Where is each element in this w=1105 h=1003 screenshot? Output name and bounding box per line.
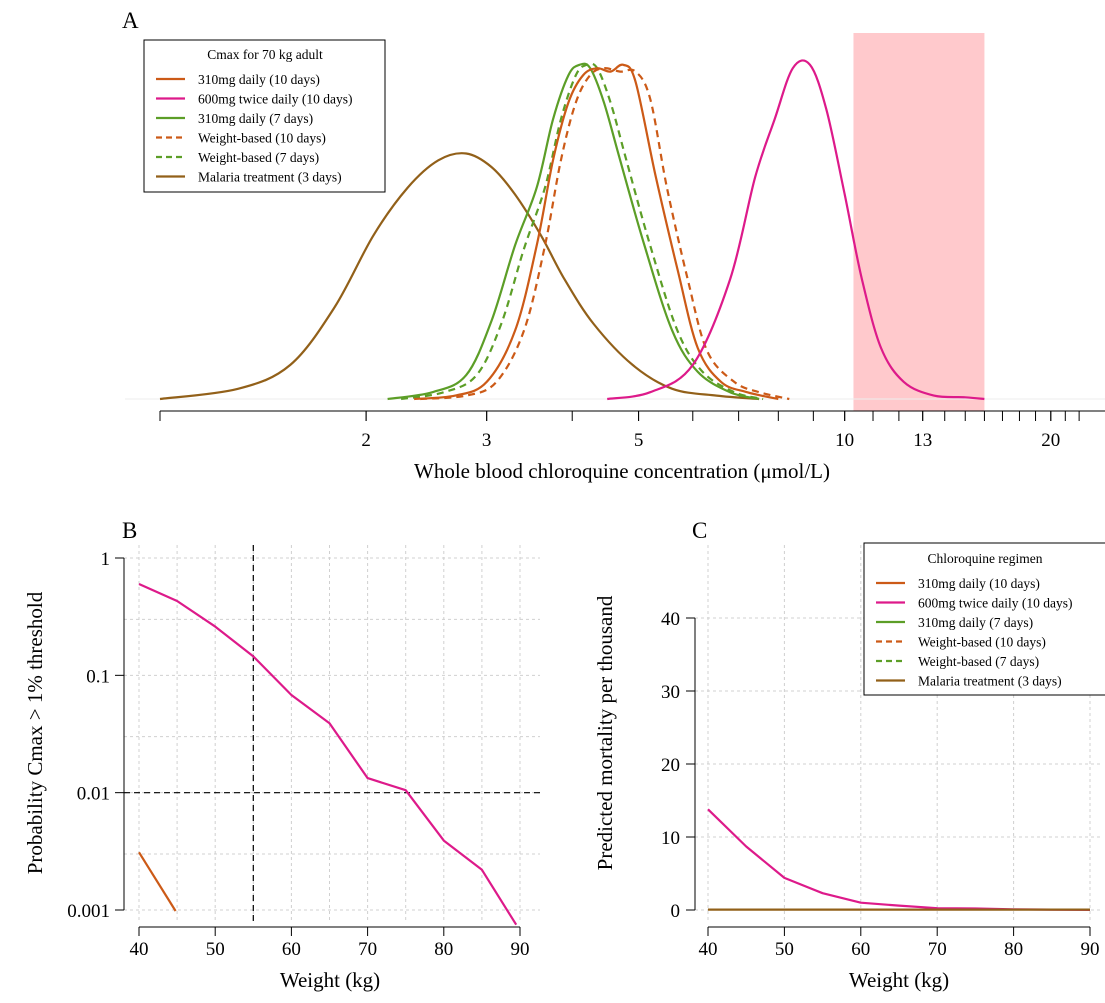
a-legend-title: Cmax for 70 kg adult xyxy=(207,47,323,62)
c-series-group xyxy=(707,808,1091,911)
c-x-tick-label: 90 xyxy=(1081,939,1100,960)
a-series-310mg-daily-10-days xyxy=(414,63,779,401)
c-y-tick-label: 40 xyxy=(661,609,680,630)
c-x-tick-label: 70 xyxy=(928,939,947,960)
b-y-axis-title: Probability Cmax > 1% threshold xyxy=(23,591,47,874)
legend-label-weight-based-10-days: Weight-based (10 days) xyxy=(918,635,1046,650)
panel-b-letter: B xyxy=(122,518,137,543)
c-x-tick-label: 80 xyxy=(1004,939,1023,960)
legend-label-weight-based-10-days: Weight-based (10 days) xyxy=(198,131,326,146)
a-x-axis-title: Whole blood chloroquine concentration (μ… xyxy=(414,459,830,483)
c-x-tick-label: 50 xyxy=(775,939,794,960)
c-legend: Chloroquine regimen 310mg daily (10 days… xyxy=(863,542,1105,696)
a-series-600mg-twice-daily-10-days xyxy=(607,59,985,401)
b-y-tick-label: 0.001 xyxy=(67,901,110,922)
b-ticks: 40 50 60 70 80 90 0.001 0.01 0.1 1 xyxy=(67,549,529,960)
a-series-group xyxy=(159,59,985,401)
b-grid xyxy=(124,545,540,922)
c-ticks: 40 50 60 70 80 90 0 10 20 30 40 xyxy=(661,609,1100,960)
a-legend-box xyxy=(143,39,386,193)
a-x-tick-label: 2 xyxy=(361,430,371,451)
c-y-tick-label: 20 xyxy=(661,755,680,776)
c-x-axis-title: Weight (kg) xyxy=(849,968,949,992)
b-series-310mg-daily-10-days xyxy=(138,851,177,912)
legend-label-malaria-treatment-3-days: Malaria treatment (3 days) xyxy=(918,674,1062,689)
b-series-600mg-twice-daily-10-days xyxy=(138,582,518,926)
panel-a-letter: A xyxy=(122,8,139,33)
b-y-tick-label: 0.1 xyxy=(86,666,110,687)
panel-a: A 2 3 5 10 13 20 Whole blood chloroquine conc… xyxy=(122,8,1105,483)
legend-label-310mg-daily-10-days: 310mg daily (10 days) xyxy=(918,576,1040,591)
a-series-weight-based-10-days xyxy=(420,67,790,401)
a-legend: Cmax for 70 kg adult 310mg daily (10 day… xyxy=(143,39,386,193)
legend-label-310mg-daily-10-days: 310mg daily (10 days) xyxy=(198,72,320,87)
panel-c: C 40 50 60 70 80 90 0 10 20 30 40 Weight (kg) Pred… xyxy=(593,518,1105,992)
b-series-group xyxy=(138,582,518,926)
c-legend-title: Chloroquine regimen xyxy=(927,551,1042,566)
legend-label-malaria-treatment-3-days: Malaria treatment (3 days) xyxy=(198,170,342,185)
a-series-310mg-daily-7-days xyxy=(387,62,760,401)
b-x-tick-label: 70 xyxy=(358,939,377,960)
legend-label-weight-based-7-days: Weight-based (7 days) xyxy=(198,150,319,165)
c-y-tick-label: 0 xyxy=(671,901,681,922)
a-x-tick-label: 3 xyxy=(482,430,492,451)
b-y-tick-label: 0.01 xyxy=(77,784,110,805)
a-x-tick-label: 20 xyxy=(1041,430,1060,451)
legend-label-310mg-daily-7-days: 310mg daily (7 days) xyxy=(198,111,313,126)
c-legend-box xyxy=(863,542,1105,696)
a-series-weight-based-7-days xyxy=(400,62,764,401)
a-x-ticks: 2 3 5 10 13 20 xyxy=(159,411,1080,451)
b-x-tick-label: 50 xyxy=(206,939,225,960)
c-x-tick-label: 60 xyxy=(851,939,870,960)
legend-label-600mg-twice-daily-10-days: 600mg twice daily (10 days) xyxy=(918,596,1072,611)
c-y-axis-title: Predicted mortality per thousand xyxy=(593,595,617,870)
a-x-tick-label: 10 xyxy=(835,430,854,451)
a-x-tick-label: 5 xyxy=(634,430,644,451)
c-series-600mg-twice-daily-10-days xyxy=(707,808,1091,911)
c-y-tick-label: 30 xyxy=(661,682,680,703)
b-x-tick-label: 80 xyxy=(434,939,453,960)
panel-c-letter: C xyxy=(692,518,707,543)
b-x-tick-label: 40 xyxy=(130,939,149,960)
b-x-axis-title: Weight (kg) xyxy=(280,968,380,992)
a-series-malaria-treatment-3-days xyxy=(159,152,760,401)
legend-label-310mg-daily-7-days: 310mg daily (7 days) xyxy=(918,615,1033,630)
b-x-tick-label: 60 xyxy=(282,939,301,960)
legend-label-weight-based-7-days: Weight-based (7 days) xyxy=(918,654,1039,669)
a-x-tick-label: 13 xyxy=(913,430,932,451)
danger-zone-band xyxy=(853,33,985,411)
b-y-tick-label: 1 xyxy=(101,549,111,570)
c-x-tick-label: 40 xyxy=(699,939,718,960)
c-y-tick-label: 10 xyxy=(661,828,680,849)
legend-label-600mg-twice-daily-10-days: 600mg twice daily (10 days) xyxy=(198,92,352,107)
b-x-tick-label: 90 xyxy=(511,939,530,960)
